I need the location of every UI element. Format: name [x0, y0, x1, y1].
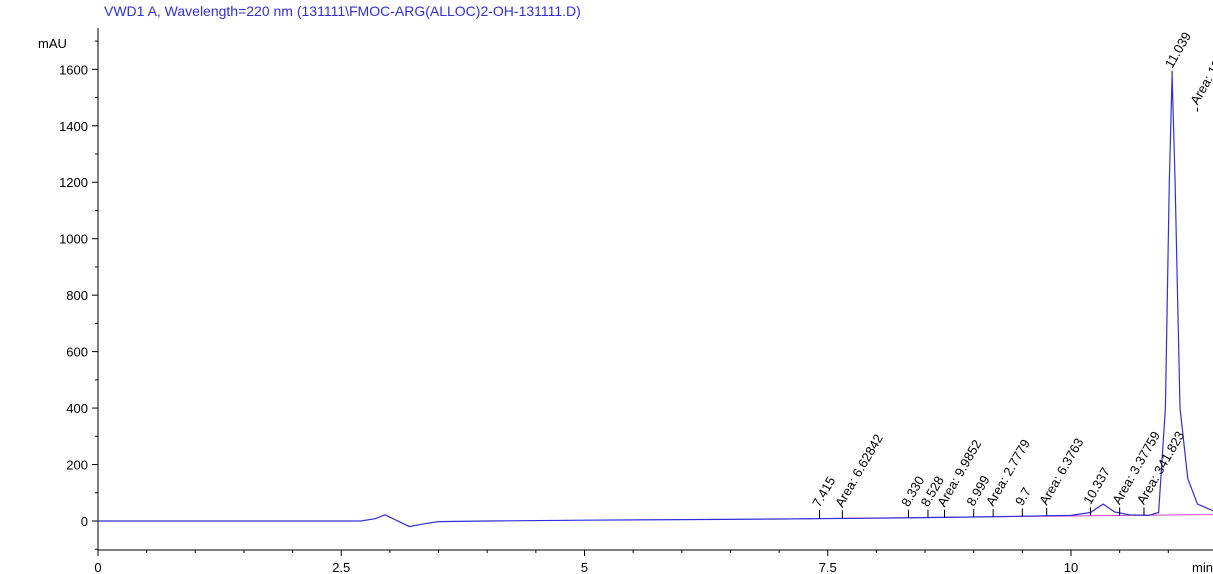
y-tick-label: 1400: [59, 119, 88, 134]
peak-label: 9.7: [1012, 485, 1034, 508]
x-tick-label: 5: [581, 560, 588, 574]
x-axis-unit-label: min: [1192, 560, 1213, 574]
chart-axes: [97, 28, 1213, 551]
y-tick-label: 1000: [59, 232, 88, 247]
chart-title: VWD1 A, Wavelength=220 nm (131111\FMOC-A…: [104, 3, 581, 19]
y-axis-ticks: 0 200 400 600 800 1000 1200 1400 1600: [59, 40, 98, 550]
y-tick-label: 600: [66, 345, 88, 360]
y-tick-label: 1600: [59, 62, 88, 77]
y-tick-label: 800: [66, 288, 88, 303]
peak-label: Area: 6.62842: [832, 431, 886, 509]
signal-trace-layer: [98, 74, 1213, 528]
peak-label: 11.039: [1162, 29, 1194, 70]
y-tick-label: 200: [66, 458, 88, 473]
y-tick-label: 400: [66, 401, 88, 416]
peak-label: Area: 6.3763: [1036, 435, 1086, 507]
x-tick-label: 0: [94, 560, 101, 574]
x-tick-label: 7.5: [819, 560, 837, 574]
y-tick-label: 1200: [59, 175, 88, 190]
x-tick-label: 2.5: [332, 560, 350, 574]
x-axis-ticks: 02.557.51012.51517.520: [94, 550, 1169, 574]
x-tick-label: 10: [1064, 560, 1078, 574]
signal-trace: [98, 74, 1213, 528]
y-tick-label: 0: [81, 514, 88, 529]
peak-label: 10.337: [1080, 465, 1113, 507]
y-axis-unit-label: mAU: [38, 36, 67, 51]
